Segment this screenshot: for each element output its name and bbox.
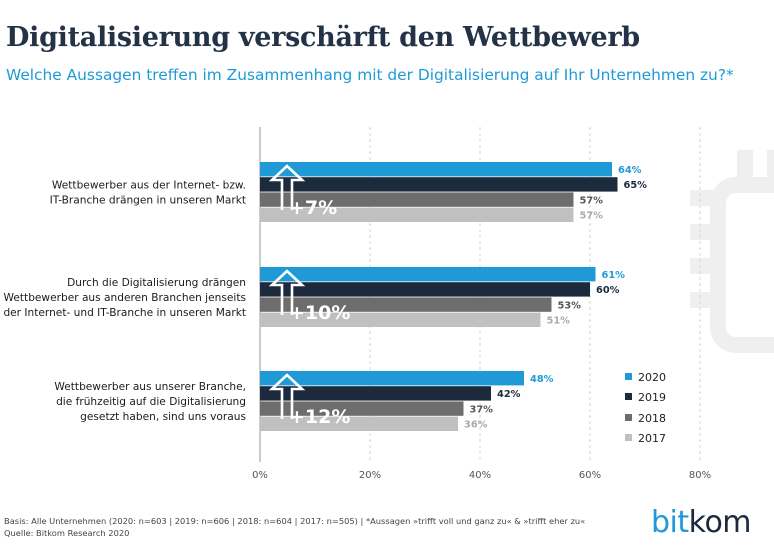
bar-2019 xyxy=(260,177,618,192)
data-label: 64% xyxy=(618,165,642,176)
change-arrow: +7% xyxy=(268,164,337,219)
footnote-basis: Basis: Alle Unternehmen (2020: n=603 | 2… xyxy=(4,516,586,526)
x-tick-label: 60% xyxy=(579,470,601,481)
data-label: 51% xyxy=(547,316,571,327)
logo-suffix: kom xyxy=(688,505,752,540)
logo-prefix: bit xyxy=(651,505,689,540)
legend-swatch-2019 xyxy=(625,393,632,400)
arrow-shape xyxy=(268,164,306,210)
bar-2017 xyxy=(260,312,541,327)
x-tick-label: 40% xyxy=(469,470,491,481)
category-label: Wettbewerber aus unserer Branche, xyxy=(54,381,246,393)
category-label: IT-Branche drängen in unseren Markt xyxy=(50,194,246,206)
legend-swatch-2020 xyxy=(625,373,632,380)
data-label: 57% xyxy=(580,211,604,222)
bar-2019 xyxy=(260,282,590,297)
footnote-source: Quelle: Bitkom Research 2020 xyxy=(4,528,130,538)
category-label: die frühzeitig auf die Digitalisierung xyxy=(56,396,246,408)
data-label: 36% xyxy=(464,420,488,431)
arrow-shape xyxy=(268,269,306,315)
data-label: 53% xyxy=(558,300,582,311)
bar-2017 xyxy=(260,207,574,222)
x-tick-label: 20% xyxy=(359,470,381,481)
category-label: gesetzt haben, sind uns voraus xyxy=(80,411,246,423)
chip-decoration xyxy=(690,150,774,353)
chart-title: Digitalisierung verschärft den Wettbewer… xyxy=(6,22,640,53)
data-label: 65% xyxy=(624,180,648,191)
legend-swatch-2017 xyxy=(625,434,632,441)
bar-2020 xyxy=(260,267,596,282)
data-label: 60% xyxy=(596,285,620,296)
chart-subtitle: Welche Aussagen treffen im Zusammenhang … xyxy=(6,66,734,84)
change-label: +12% xyxy=(289,406,350,428)
data-label: 48% xyxy=(530,374,554,385)
chip-outline xyxy=(710,177,774,353)
bar-2018 xyxy=(260,401,464,416)
bar-2020 xyxy=(260,162,612,177)
legend-label: 2019 xyxy=(638,391,666,404)
change-arrow: +10% xyxy=(268,269,350,324)
legend-label: 2020 xyxy=(638,371,666,384)
bar-2018 xyxy=(260,297,552,312)
legend-swatch-2018 xyxy=(625,414,632,421)
data-label: 57% xyxy=(580,195,604,206)
x-tick-label: 80% xyxy=(689,470,711,481)
bar-2019 xyxy=(260,386,491,401)
change-label: +10% xyxy=(289,302,350,324)
legend-label: 2017 xyxy=(638,432,666,445)
bar-2020 xyxy=(260,371,524,386)
legend-label: 2018 xyxy=(638,412,666,425)
data-label: 37% xyxy=(470,404,494,415)
change-label: +7% xyxy=(289,197,337,219)
x-tick-label: 0% xyxy=(252,470,268,481)
bitkom-logo: bitkom xyxy=(651,505,752,540)
data-label: 61% xyxy=(602,270,626,281)
arrow-shape xyxy=(268,373,306,419)
category-label: Durch die Digitalisierung drängen xyxy=(67,277,246,289)
category-label: der Internet- und IT-Branche in unseren … xyxy=(3,307,246,319)
data-label: 42% xyxy=(497,389,521,400)
bar-2017 xyxy=(260,416,458,431)
category-label: Wettbewerber aus anderen Branchen jensei… xyxy=(4,292,246,304)
bar-2018 xyxy=(260,192,574,207)
category-label: Wettbewerber aus der Internet- bzw. xyxy=(52,179,246,191)
change-arrow: +12% xyxy=(268,373,350,428)
